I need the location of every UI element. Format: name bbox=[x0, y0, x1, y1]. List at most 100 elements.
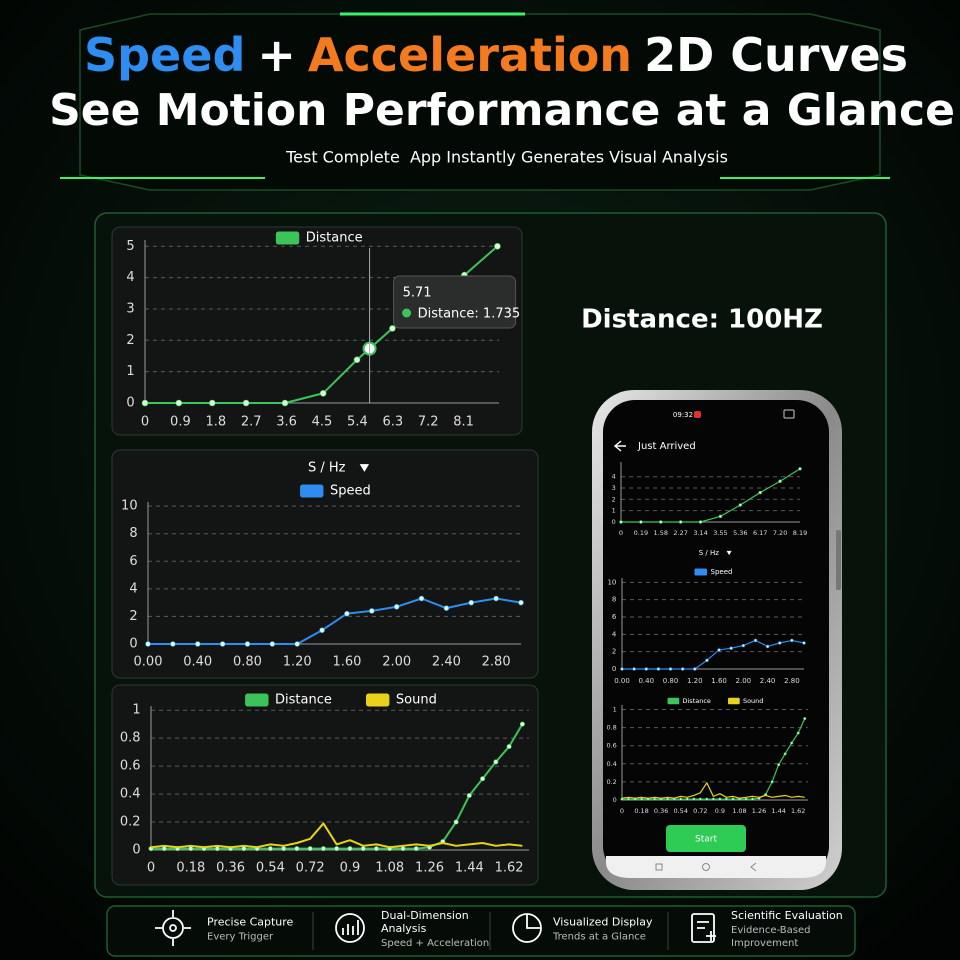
x-tick-label: 2.80 bbox=[784, 677, 800, 685]
legend-label: Speed bbox=[330, 484, 371, 499]
x-tick-label: 8.1 bbox=[453, 415, 474, 430]
x-tick-label: 0.9 bbox=[340, 861, 361, 876]
x-tick-label: 0.80 bbox=[233, 655, 262, 670]
data-point bbox=[627, 797, 631, 801]
dropdown-arrow bbox=[726, 550, 732, 556]
data-point bbox=[770, 780, 774, 784]
legend-label: Sound bbox=[743, 697, 763, 705]
data-point bbox=[679, 797, 683, 801]
data-point bbox=[347, 846, 353, 852]
data-point bbox=[494, 242, 501, 250]
icon-chart bbox=[342, 920, 359, 935]
x-tick-label: 0.54 bbox=[256, 861, 285, 876]
tooltip-text: Distance: 1.735 bbox=[418, 307, 521, 322]
data-point bbox=[693, 667, 697, 671]
x-tick-label: 2.7 bbox=[241, 415, 262, 430]
x-tick-label: 4.5 bbox=[312, 415, 333, 430]
x-tick-label: 0.9 bbox=[715, 807, 725, 815]
y-tick-label: 5 bbox=[126, 239, 134, 254]
x-tick-label: 0.36 bbox=[654, 807, 668, 815]
data-point bbox=[518, 599, 524, 606]
feature-title: Scientific Evaluation bbox=[731, 909, 843, 922]
x-tick-label: 2.00 bbox=[736, 677, 752, 685]
x-tick-label: 1.44 bbox=[771, 807, 785, 815]
y-tick-label: 4 bbox=[612, 630, 617, 638]
phone-screen bbox=[603, 400, 829, 878]
legend-swatch bbox=[694, 568, 708, 576]
data-point bbox=[692, 797, 696, 801]
data-point bbox=[711, 797, 715, 801]
x-tick-label: 7.20 bbox=[773, 529, 787, 537]
feature-title: Visualized Display bbox=[553, 916, 653, 929]
x-tick-label: 3.14 bbox=[693, 529, 707, 537]
y-tick-label: 0.2 bbox=[606, 778, 616, 786]
data-point bbox=[744, 797, 748, 801]
data-point bbox=[241, 846, 247, 852]
data-point bbox=[400, 846, 406, 852]
legend-swatch bbox=[245, 693, 269, 707]
x-tick-label: 2.40 bbox=[760, 677, 776, 685]
unit-dropdown[interactable]: S / Hz bbox=[699, 549, 720, 557]
y-tick-label: 0 bbox=[129, 637, 137, 652]
x-tick-label: 0 bbox=[147, 861, 155, 876]
data-point bbox=[281, 846, 287, 852]
y-tick-label: 8 bbox=[129, 526, 137, 541]
legend-swatch bbox=[275, 231, 300, 245]
start-button[interactable] bbox=[666, 825, 746, 852]
data-point bbox=[506, 744, 512, 750]
legend-label: Speed bbox=[711, 568, 733, 576]
y-tick-label: 2 bbox=[612, 648, 616, 656]
icon-target bbox=[169, 924, 177, 932]
x-tick-label: 1.62 bbox=[495, 861, 524, 876]
legend-label: Distance bbox=[306, 231, 363, 246]
y-tick-label: 2 bbox=[129, 609, 137, 624]
data-point bbox=[170, 641, 176, 647]
x-tick-label: 0.40 bbox=[183, 655, 212, 670]
phone-button bbox=[836, 530, 841, 590]
feature-subtitle: Improvement bbox=[731, 938, 798, 949]
data-point bbox=[790, 638, 794, 643]
nav-icon[interactable] bbox=[655, 863, 663, 871]
nav-icon[interactable] bbox=[750, 862, 757, 872]
data-point bbox=[368, 608, 375, 614]
data-point bbox=[307, 846, 313, 852]
status-badge bbox=[694, 411, 701, 418]
subtitle: Test Complete App Instantly Generates Vi… bbox=[285, 148, 728, 167]
y-tick-label: 4 bbox=[126, 270, 134, 285]
series-line bbox=[622, 639, 805, 670]
data-point bbox=[334, 846, 340, 852]
x-tick-label: 1.60 bbox=[332, 655, 361, 670]
chart-panel bbox=[111, 449, 539, 679]
y-tick-label: 0 bbox=[612, 518, 616, 526]
x-tick-label: 0.18 bbox=[176, 861, 205, 876]
data-point bbox=[353, 356, 361, 364]
data-point bbox=[389, 325, 396, 332]
data-point bbox=[639, 520, 643, 524]
data-point bbox=[319, 389, 327, 397]
y-tick-label: 0 bbox=[612, 665, 616, 673]
icon-report bbox=[691, 913, 715, 943]
x-tick-label: 2.27 bbox=[673, 529, 687, 537]
data-point bbox=[644, 667, 648, 671]
y-tick-label: 0.8 bbox=[606, 724, 616, 732]
data-point bbox=[188, 846, 194, 852]
data-point bbox=[685, 797, 689, 801]
nav-icon[interactable] bbox=[702, 863, 710, 871]
data-point bbox=[294, 846, 300, 852]
data-point bbox=[790, 741, 794, 745]
x-tick-label: 3.55 bbox=[713, 529, 727, 537]
y-tick-label: 0 bbox=[132, 843, 140, 858]
unit-dropdown[interactable]: S / Hz bbox=[308, 461, 346, 476]
x-tick-label: 2.40 bbox=[432, 655, 461, 670]
title-line-1: Speed + Acceleration 2D Curves bbox=[4, 28, 956, 82]
back-arrow[interactable] bbox=[613, 440, 626, 452]
data-point bbox=[214, 846, 220, 852]
series-line bbox=[148, 597, 522, 645]
x-tick-label: 0 bbox=[619, 529, 623, 537]
data-point bbox=[765, 644, 770, 649]
data-point bbox=[373, 846, 379, 852]
y-tick-label: 6 bbox=[129, 554, 137, 569]
x-tick-label: 2.80 bbox=[482, 655, 511, 670]
legend-swatch bbox=[667, 697, 680, 705]
